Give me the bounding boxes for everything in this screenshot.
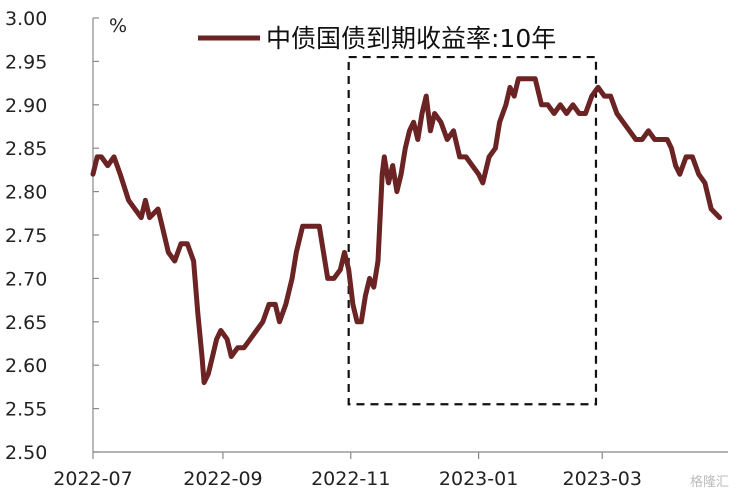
x-tick-label: 2022-11 xyxy=(311,468,390,490)
y-tick-label: 2.85 xyxy=(5,138,47,160)
series-line-cgb-10y xyxy=(90,76,723,386)
y-tick-label: 2.95 xyxy=(5,51,47,73)
legend: 中债国债到期收益率:10年 xyxy=(198,24,556,53)
x-tick-label: 2022-07 xyxy=(53,468,132,490)
y-tick-label: 2.65 xyxy=(5,312,47,334)
y-tick-label: 2.75 xyxy=(5,225,47,247)
y-tick-label: 2.70 xyxy=(5,268,47,290)
y-tick-label: 2.60 xyxy=(5,355,47,377)
y-tick-label: 2.55 xyxy=(5,399,47,421)
legend-label: 中债国债到期收益率:10年 xyxy=(266,24,556,53)
x-tick-label: 2023-03 xyxy=(563,468,642,490)
x-tick-label: 2023-01 xyxy=(439,468,518,490)
y-tick-label: 2.80 xyxy=(5,182,47,204)
highlight-dashed-box xyxy=(347,55,598,406)
x-tick-label: 2022-09 xyxy=(183,468,262,490)
y-tick-label: 3.00 xyxy=(5,8,47,30)
watermark-text: 格隆汇 xyxy=(690,474,729,490)
y-axis-ticks: 3.00 2.95 2.90 2.85 2.80 2.75 2.70 2.65 2.60 2.55… xyxy=(5,8,99,464)
y-unit-label: % xyxy=(109,15,127,37)
y-tick-label: 2.50 xyxy=(5,442,47,464)
y-tick-label: 2.90 xyxy=(5,95,47,117)
x-axis-ticks: 2022-07 2022-09 2022-11 2023-01 2023-03 xyxy=(53,452,642,490)
